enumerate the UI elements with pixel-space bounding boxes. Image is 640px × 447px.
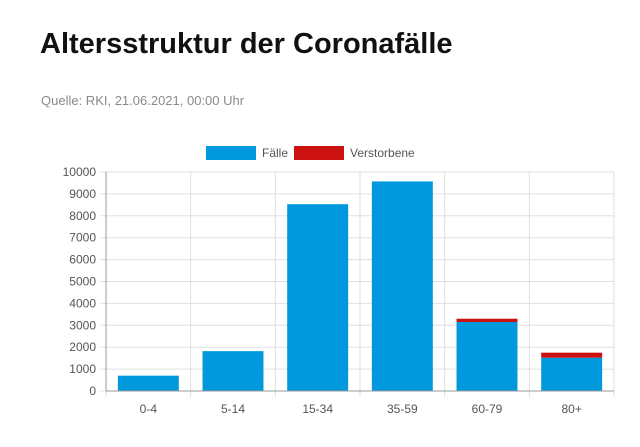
y-tick-label: 9000 (69, 187, 96, 201)
legend-swatch-verstorbene (294, 146, 345, 160)
bar-faelle (541, 357, 603, 391)
x-tick-label: 5-14 (221, 402, 245, 416)
legend-label-verstorbene: Verstorbene (350, 146, 415, 160)
y-tick-label: 7000 (69, 231, 96, 245)
y-tick-label: 2000 (69, 340, 96, 354)
x-tick-label: 80+ (561, 402, 581, 416)
x-tick-label: 0-4 (140, 402, 158, 416)
bar-faelle (456, 322, 518, 391)
legend-item-faelle[interactable]: Fälle (206, 146, 288, 160)
y-tick-label: 3000 (69, 318, 96, 332)
y-tick-label: 10000 (63, 165, 97, 179)
y-tick-label: 4000 (69, 296, 96, 310)
legend-swatch-faelle (206, 146, 256, 160)
y-tick-label: 0 (89, 384, 96, 398)
y-tick-label: 1000 (69, 362, 96, 376)
x-tick-label: 35-59 (387, 402, 418, 416)
y-tick-label: 6000 (69, 253, 96, 267)
legend-label-faelle: Fälle (262, 146, 289, 160)
legend-item-verstorbene[interactable]: Verstorbene (294, 146, 415, 160)
bar-verstorbene (456, 318, 518, 323)
bar-faelle (371, 181, 433, 391)
chart-title: Altersstruktur der Coronafälle (40, 28, 453, 60)
bar-faelle (287, 204, 349, 391)
y-tick-label: 8000 (69, 209, 96, 223)
y-tick-label: 5000 (69, 275, 96, 289)
bar-chart: 0 1000 2000 3000 4000 5000 6000 7000 8000 9000 100… (63, 165, 615, 416)
bar-verstorbene (541, 352, 603, 358)
x-tick-label: 60-79 (472, 402, 503, 416)
bar-faelle (202, 351, 264, 391)
source-note: Quelle: RKI, 21.06.2021, 00:00 Uhr (41, 93, 245, 108)
bar-faelle (117, 375, 179, 391)
x-tick-label: 15-34 (302, 402, 333, 416)
chart-legend: Fälle Verstorbene (206, 144, 421, 162)
